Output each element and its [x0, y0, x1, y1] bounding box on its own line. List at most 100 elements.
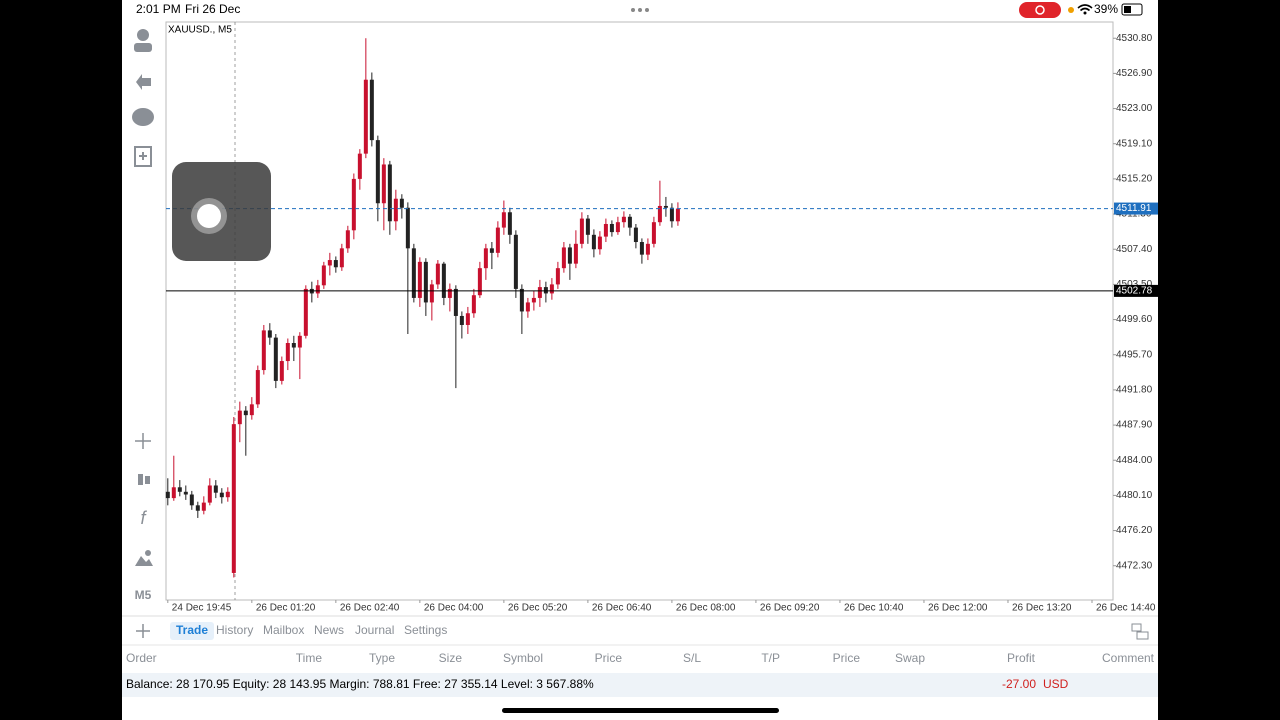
y-tick-label: 4507.40 [1116, 244, 1153, 255]
indicators-button[interactable]: f [140, 508, 147, 528]
candle-body [621, 216, 626, 223]
chart-area[interactable] [165, 21, 1114, 601]
column-header: Type [369, 651, 395, 665]
y-tick-label: 4491.80 [1116, 385, 1153, 396]
candle-body [207, 485, 212, 503]
x-tick-label: 24 Dec 19:45 [172, 603, 232, 614]
x-tick-label: 26 Dec 10:40 [844, 603, 904, 614]
candle-body [525, 302, 530, 312]
y-tick-label: 4487.90 [1116, 420, 1153, 431]
account-button[interactable] [134, 29, 152, 52]
y-tick-label: 4515.20 [1116, 174, 1153, 185]
recording-icon [1035, 5, 1045, 15]
total-profit: -27.00 [1002, 677, 1036, 691]
candle-body [483, 248, 488, 269]
candle-body [267, 330, 272, 338]
tab[interactable]: Mailbox [263, 623, 304, 637]
candle-body [639, 242, 644, 255]
tab[interactable]: History [216, 623, 253, 637]
column-header: Symbol [503, 651, 543, 665]
candle-body [441, 263, 446, 298]
x-tick-label: 26 Dec 04:00 [424, 603, 484, 614]
candle-body [195, 505, 200, 511]
chart-symbol: XAUUSD., M5 [168, 25, 232, 36]
candle-body [651, 222, 656, 244]
tab[interactable]: Trade [176, 623, 208, 637]
balance-row [122, 673, 1158, 697]
candle-body [537, 287, 542, 298]
candle-body [603, 223, 608, 237]
currency: USD [1043, 677, 1069, 691]
candle-body [279, 361, 284, 381]
candle-body [345, 230, 350, 249]
tab[interactable]: Journal [355, 623, 394, 637]
assistive-touch[interactable] [172, 162, 271, 261]
y-tick-label: 4526.90 [1116, 68, 1153, 79]
candle-body [567, 247, 572, 264]
chat-button[interactable] [132, 108, 154, 126]
x-tick-label: 26 Dec 14:40 [1096, 603, 1156, 614]
candle-body [399, 198, 404, 208]
candle-body [495, 227, 500, 253]
candle-body [405, 207, 410, 249]
column-header: Comment [1102, 651, 1155, 665]
left-toolbar: f [132, 29, 154, 566]
crosshair-button[interactable] [135, 433, 151, 449]
column-header: Profit [1007, 651, 1036, 665]
new-order-button[interactable] [134, 146, 152, 167]
candle-body [327, 260, 332, 266]
tabs: Trade History Mailbox News Journal Settings [170, 622, 447, 640]
tab[interactable]: Settings [404, 623, 447, 637]
candle-body [669, 207, 674, 222]
y-tick-label: 4480.10 [1116, 490, 1153, 501]
home-indicator [502, 708, 779, 713]
candle-body [417, 261, 422, 298]
x-tick-label: 26 Dec 02:40 [340, 603, 400, 614]
candle-body [663, 205, 668, 208]
candle-body [549, 284, 554, 294]
mic-dot [1068, 7, 1074, 13]
y-tick-label: 4530.80 [1116, 33, 1153, 44]
x-tick-label: 26 Dec 12:00 [928, 603, 988, 614]
candle-body [615, 222, 620, 233]
candle-body [219, 492, 224, 498]
candle-body [543, 287, 548, 294]
column-header: T/P [761, 651, 780, 665]
multitask-dots[interactable] [631, 8, 649, 12]
candle-body [273, 337, 278, 381]
x-tick-label: 26 Dec 09:20 [760, 603, 820, 614]
price-label: 4511.91 [1116, 203, 1152, 214]
column-header: S/L [683, 651, 701, 665]
column-header: Swap [895, 651, 925, 665]
timeframe-button[interactable]: M5 [135, 588, 152, 602]
column-header: Order [126, 651, 157, 665]
trade-button[interactable] [136, 74, 151, 90]
wifi-dot [1083, 11, 1087, 15]
layout-button[interactable] [1131, 623, 1149, 640]
candle-body [165, 491, 170, 499]
add-button[interactable] [136, 624, 150, 638]
candle-body [369, 79, 374, 141]
candle-body [561, 247, 566, 269]
candle-body [447, 288, 452, 298]
candle-body [657, 205, 662, 223]
objects-button[interactable] [135, 550, 153, 566]
candle-body [489, 248, 494, 253]
wifi-icon [1077, 4, 1093, 12]
tab[interactable]: News [314, 623, 344, 637]
price-label: 4502.78 [1116, 286, 1153, 297]
y-tick-label: 4476.20 [1116, 525, 1153, 536]
candle-body [477, 268, 482, 296]
candle-body [465, 313, 470, 325]
battery-percent: 39% [1094, 2, 1118, 16]
price-label-bg [1114, 284, 1158, 297]
chart-type-button[interactable] [138, 474, 150, 485]
candle-body [591, 234, 596, 250]
y-tick-label: 4484.00 [1116, 455, 1153, 466]
account-summary: Balance: 28 170.95 Equity: 28 143.95 Mar… [126, 677, 594, 691]
candle-body [243, 410, 248, 416]
candle-body [519, 288, 524, 312]
candle-body [597, 236, 602, 250]
